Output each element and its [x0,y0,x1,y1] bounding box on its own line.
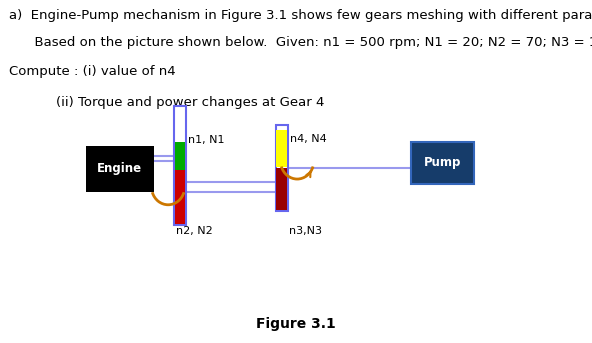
Text: Compute : (i) value of n4: Compute : (i) value of n4 [9,65,175,78]
Text: a)  Engine-Pump mechanism in Figure 3.1 shows few gears meshing with different p: a) Engine-Pump mechanism in Figure 3.1 s… [9,9,592,22]
FancyBboxPatch shape [175,170,185,224]
Text: n3,N3: n3,N3 [289,226,323,236]
Text: n4, N4: n4, N4 [290,134,327,144]
Text: Pump: Pump [424,156,461,169]
Text: Based on the picture shown below.  Given: n1 = 500 rpm; N1 = 20; N2 = 70; N3 = 1: Based on the picture shown below. Given:… [9,36,592,49]
Text: Figure 3.1: Figure 3.1 [256,317,336,331]
FancyBboxPatch shape [276,168,287,210]
FancyBboxPatch shape [175,142,185,171]
Text: n1, N1: n1, N1 [188,135,225,145]
FancyBboxPatch shape [411,142,474,184]
Text: n2, N2: n2, N2 [176,226,213,236]
FancyBboxPatch shape [86,146,154,192]
Text: (ii) Torque and power changes at Gear 4: (ii) Torque and power changes at Gear 4 [56,96,324,109]
FancyBboxPatch shape [276,130,287,167]
Text: Engine: Engine [97,163,143,175]
